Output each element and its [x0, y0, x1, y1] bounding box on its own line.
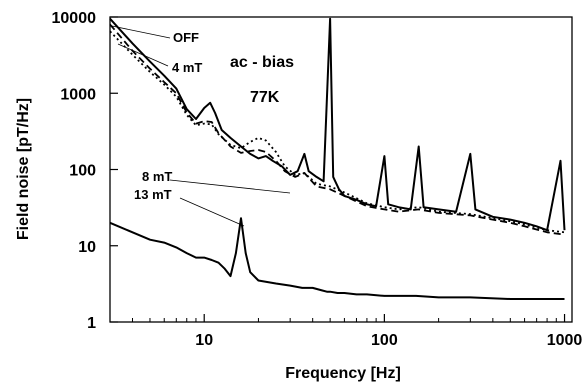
y-tick-label: 1000 [60, 86, 96, 103]
series-layer [109, 17, 566, 300]
y-tick-label: 1 [87, 315, 96, 332]
y-tick-label: 100 [69, 163, 96, 180]
x-tick-label: 100 [371, 332, 398, 349]
series-label-off: OFF [173, 30, 199, 45]
x-axis-ticks: 10 100 1000 [109, 314, 582, 349]
series-label-4mt: 4 mT [172, 60, 202, 75]
x-tick-label: 1000 [547, 332, 582, 349]
leader-4mt [117, 43, 169, 67]
series-line-2 [109, 30, 565, 234]
series-line-0 [109, 17, 566, 232]
y-axis-title: Field noise [pT/Hz] [15, 98, 32, 240]
x-axis-title: Frequency [Hz] [285, 365, 401, 382]
series-line-3 [109, 217, 565, 300]
bias-annotation: ac - bias [230, 54, 294, 71]
series-label-8mt: 8 mT [142, 169, 172, 184]
y-tick-label: 10 [78, 239, 96, 256]
leader-8mt [169, 179, 291, 194]
series-label-13mt: 13 mT [134, 187, 172, 202]
leader-off [111, 25, 171, 39]
y-tick-label: 10000 [52, 10, 97, 27]
y-axis-ticks: 1 10 100 1000 10000 [52, 10, 118, 332]
x-tick-label: 10 [195, 332, 213, 349]
temperature-annotation: 77K [250, 89, 280, 106]
series-line-1 [109, 23, 565, 236]
leader-13mt [179, 197, 245, 227]
